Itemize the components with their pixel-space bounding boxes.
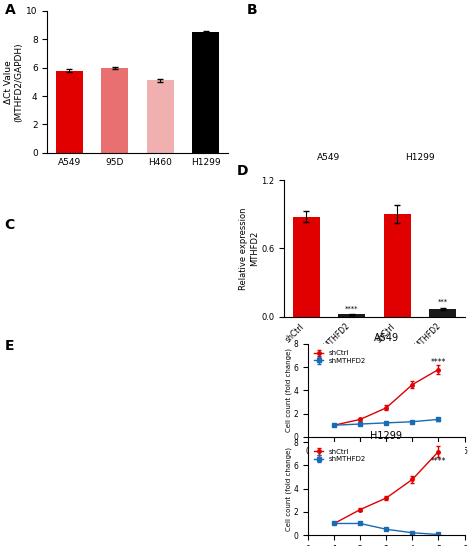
Y-axis label: Cell count (fold change): Cell count (fold change)	[286, 447, 292, 531]
Bar	[429, 308, 456, 317]
Text: ****: ****	[431, 457, 446, 466]
Bar	[383, 215, 411, 317]
Text: H1299: H1299	[405, 153, 435, 162]
Y-axis label: Cell count (fold change): Cell count (fold change)	[286, 348, 292, 432]
Text: D: D	[237, 164, 248, 178]
Bar	[292, 217, 320, 317]
Text: A: A	[5, 3, 16, 17]
Bar	[192, 32, 219, 153]
Bar	[146, 80, 174, 153]
Text: ****: ****	[431, 358, 446, 367]
Text: B: B	[246, 3, 257, 17]
Text: ****: ****	[345, 305, 358, 311]
Title: A549: A549	[374, 333, 399, 343]
Bar	[338, 314, 365, 317]
Y-axis label: Relative expression
MTHFD2: Relative expression MTHFD2	[239, 207, 259, 290]
Text: ***: ***	[438, 299, 448, 305]
Bar	[101, 68, 128, 153]
Legend: shCtrl, shMTHFD2: shCtrl, shMTHFD2	[311, 446, 368, 465]
Bar	[55, 70, 83, 153]
Text: E: E	[5, 339, 14, 353]
Text: A549: A549	[318, 153, 341, 162]
Title: H1299: H1299	[370, 431, 402, 442]
Text: C: C	[5, 218, 15, 233]
X-axis label: Days: Days	[377, 457, 396, 466]
Y-axis label: ΔCt Value
(MTHFD2/GAPDH): ΔCt Value (MTHFD2/GAPDH)	[4, 42, 23, 122]
Legend: shCtrl, shMTHFD2: shCtrl, shMTHFD2	[311, 347, 368, 366]
